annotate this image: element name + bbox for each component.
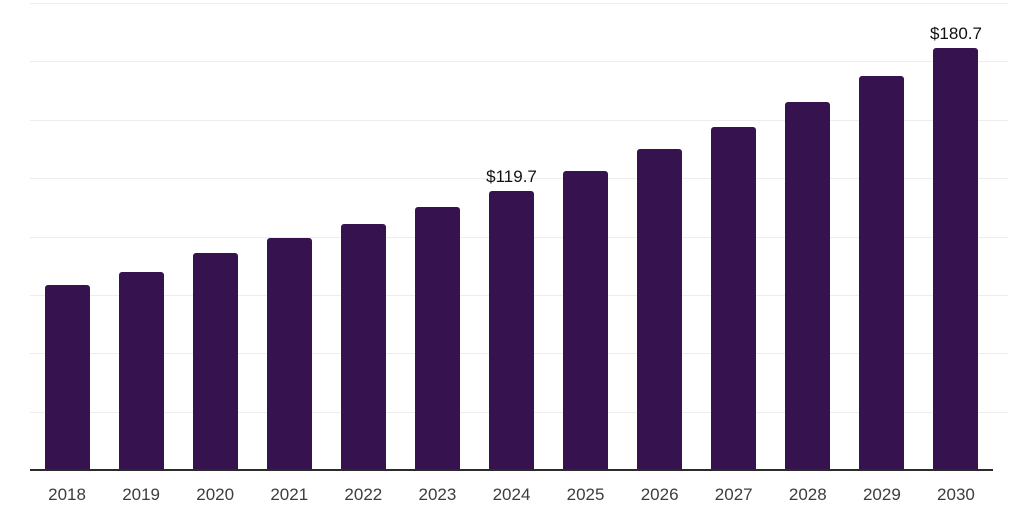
data-label-2024: $119.7 <box>486 167 537 186</box>
x-tick-label-2022: 2022 <box>344 485 383 504</box>
bar-2021 <box>267 238 312 470</box>
x-tick-label-2029: 2029 <box>862 485 901 504</box>
gridline-175 <box>30 61 1008 63</box>
x-tick-label-2026: 2026 <box>640 485 679 504</box>
x-tick-label-2027: 2027 <box>714 485 753 504</box>
x-tick-label-2025: 2025 <box>566 485 605 504</box>
bar-2026 <box>637 149 682 470</box>
bar-2022 <box>341 224 386 470</box>
x-tick-label-2028: 2028 <box>788 485 827 504</box>
bar-2024 <box>489 191 534 470</box>
bar-2020 <box>193 253 238 470</box>
x-tick-label-2019: 2019 <box>122 485 161 504</box>
data-label-2030: $180.7 <box>929 24 982 43</box>
bar-2029 <box>859 76 904 470</box>
bar-2028 <box>785 102 830 470</box>
gridline-200 <box>30 3 1008 4</box>
x-axis-line <box>30 469 993 471</box>
x-tick-label-2023: 2023 <box>418 485 457 504</box>
x-tick-label-2024: 2024 <box>492 485 531 504</box>
bar-2023 <box>415 207 460 470</box>
gridline-150 <box>30 119 1008 121</box>
bar-2027 <box>711 127 756 470</box>
x-tick-label-2021: 2021 <box>270 485 309 504</box>
gridline-125 <box>30 178 1008 180</box>
bar-2018 <box>45 285 90 470</box>
x-tick-label-2030: 2030 <box>937 485 975 504</box>
x-tick-label-2018: 2018 <box>48 485 86 504</box>
bar-2030 <box>933 48 978 470</box>
bar-2019 <box>119 272 164 470</box>
x-tick-label-2020: 2020 <box>196 485 235 504</box>
bar-2025 <box>563 171 608 470</box>
